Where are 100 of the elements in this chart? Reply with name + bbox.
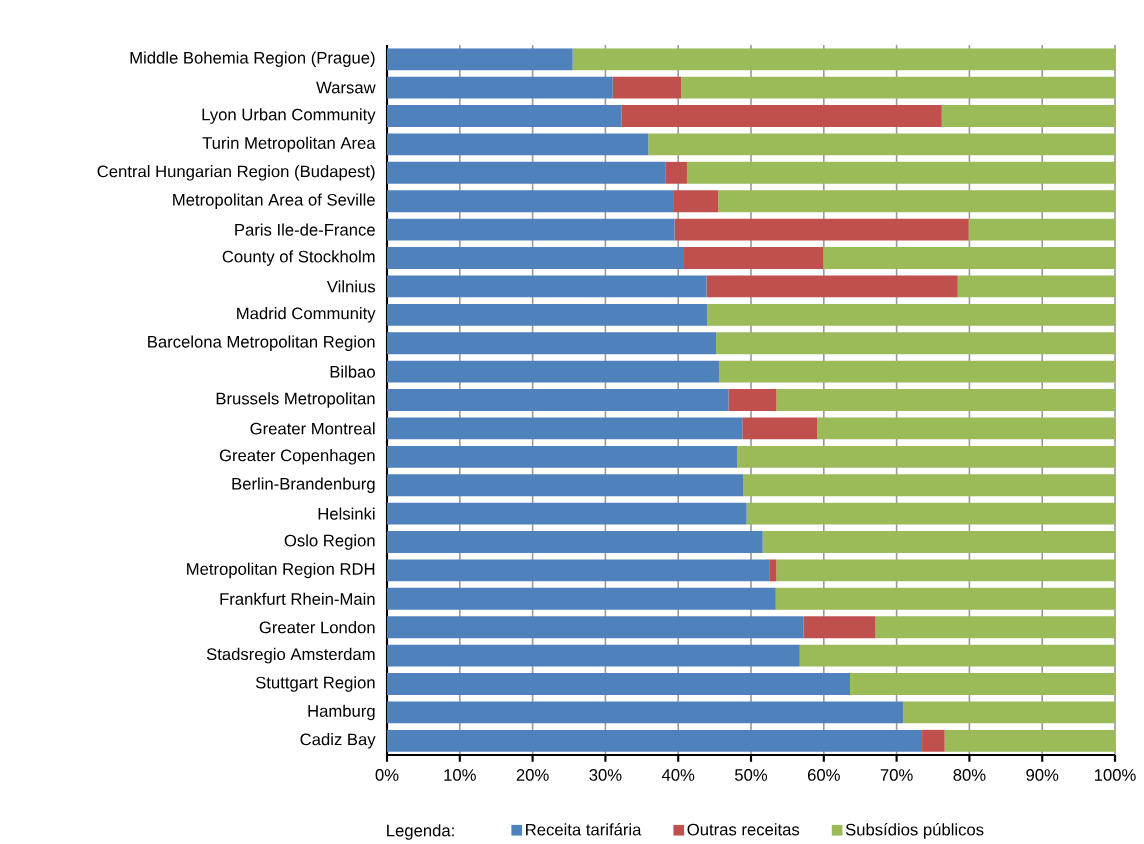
y-tick-label: Berlin-Brandenburg — [232, 477, 375, 493]
y-tick-label: Stuttgart Region — [255, 676, 375, 692]
bar — [742, 417, 818, 440]
x-tick-label: 70% — [880, 769, 913, 781]
y-tick-label: County of Stockholm — [222, 250, 375, 266]
y-tick-label: Cadiz Bay — [300, 733, 376, 749]
bar — [387, 48, 573, 71]
bar — [686, 161, 1116, 184]
bar — [743, 474, 1116, 497]
bar — [612, 76, 682, 99]
bar — [922, 729, 945, 752]
bar — [387, 218, 675, 241]
bar — [387, 389, 729, 411]
bar — [387, 247, 685, 269]
bar — [387, 190, 674, 213]
bar — [718, 190, 1116, 213]
bar — [941, 105, 1116, 127]
bar — [674, 218, 969, 241]
y-tick-label: Bilbao — [330, 365, 375, 378]
bar — [387, 616, 804, 639]
bar — [944, 729, 1116, 752]
x-tick-label: 0% — [375, 769, 399, 781]
bar — [775, 587, 1116, 610]
bar — [387, 474, 743, 497]
bar — [387, 76, 613, 99]
y-tick-label: Helsinki — [318, 507, 375, 520]
y-tick-label: Greater Copenhagen — [219, 449, 375, 465]
bar — [718, 360, 1116, 383]
bar — [387, 445, 738, 468]
legend-title: Legenda: — [387, 824, 454, 840]
y-tick-label: Oslo Region — [284, 534, 375, 550]
bar — [903, 701, 1116, 724]
bar — [387, 303, 708, 326]
bar — [387, 644, 800, 667]
bar — [387, 161, 666, 184]
bar — [746, 502, 1116, 525]
bar — [387, 105, 622, 127]
y-tick-label: Warsaw — [316, 81, 376, 94]
y-tick-label: Lyon Urban Community — [202, 108, 376, 124]
y-tick-label: Vilnius — [326, 280, 376, 293]
bar — [776, 389, 1116, 411]
y-tick-label: Greater Montreal — [250, 422, 375, 435]
legend-label: Receita tarifária — [526, 823, 642, 836]
bar — [803, 616, 876, 639]
bar — [762, 531, 1116, 553]
y-tick-label: Barcelona Metropolitan Region — [148, 335, 375, 351]
bar — [850, 673, 1116, 695]
x-tick-label: 80% — [953, 769, 986, 781]
bar — [716, 332, 1116, 355]
x-tick-label: 20% — [516, 769, 549, 781]
bar — [387, 729, 923, 752]
bar — [728, 389, 777, 411]
bar — [817, 417, 1116, 440]
x-tick-label: 40% — [661, 769, 695, 781]
bar — [875, 616, 1116, 639]
bar — [823, 247, 1116, 269]
bar — [776, 559, 1116, 582]
bar — [387, 559, 770, 582]
bar — [387, 360, 719, 383]
y-tick-label: Hamburg — [308, 704, 375, 721]
bar — [387, 417, 743, 440]
y-tick-label: Paris Ile-de-France — [235, 223, 375, 236]
bar — [681, 76, 1116, 99]
y-tick-label: Metropolitan Region RDH — [187, 562, 375, 579]
y-tick-label: Brussels Metropolitan — [216, 392, 375, 408]
bar — [707, 303, 1116, 326]
y-tick-label: Turin Metropolitan Area — [202, 136, 376, 153]
bar — [621, 105, 942, 127]
x-tick-label: 60% — [807, 769, 840, 781]
bar — [665, 161, 687, 184]
bar — [737, 445, 1116, 468]
bar — [968, 218, 1116, 241]
bar — [684, 247, 824, 269]
y-tick-label: Madrid Community — [237, 307, 376, 323]
bar — [673, 190, 719, 213]
y-tick-label: Middle Bohemia Region (Prague) — [130, 51, 375, 67]
x-tick-label: 100% — [1094, 769, 1136, 781]
y-tick-label: Metropolitan Area of Seville — [173, 193, 375, 209]
bar — [387, 502, 747, 525]
y-tick-label: Central Hungarian Region (Budapest) — [97, 165, 375, 181]
bar — [799, 644, 1116, 667]
y-tick-label: Greater London — [259, 621, 375, 634]
bar — [387, 275, 707, 298]
legend-label: Outras receitas — [687, 823, 800, 836]
y-tick-label: Frankfurt Rhein-Main — [220, 592, 375, 605]
bar — [769, 559, 777, 582]
bar — [648, 133, 1116, 156]
x-tick-label: 10% — [444, 769, 476, 781]
bar — [387, 701, 904, 724]
bar — [706, 275, 958, 298]
x-tick-label: 30% — [589, 769, 622, 781]
x-tick-label: 90% — [1026, 769, 1059, 781]
legend-label: Subsídios públicos — [845, 823, 984, 839]
bar — [387, 587, 776, 610]
y-tick-label: Stadsregio Amsterdam — [206, 647, 375, 664]
bar — [387, 531, 763, 553]
bar — [387, 133, 649, 156]
bar — [572, 48, 1116, 71]
x-tick-label: 50% — [735, 769, 768, 781]
bar — [387, 332, 717, 355]
